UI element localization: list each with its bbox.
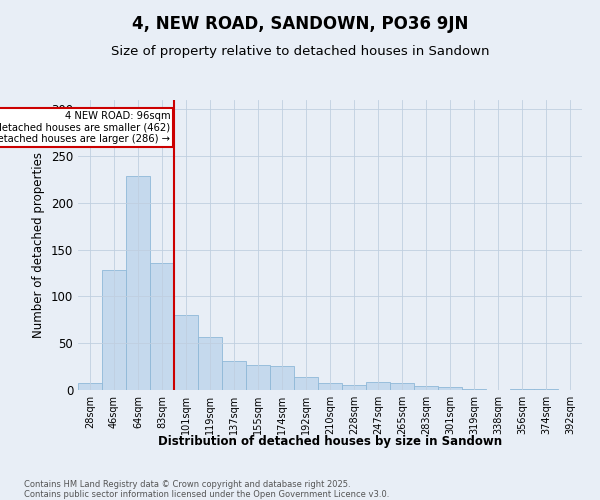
Text: 4, NEW ROAD, SANDOWN, PO36 9JN: 4, NEW ROAD, SANDOWN, PO36 9JN bbox=[132, 15, 468, 33]
Bar bbox=[78, 382, 102, 390]
Bar bbox=[342, 386, 366, 390]
Bar bbox=[126, 176, 150, 390]
Text: Contains HM Land Registry data © Crown copyright and database right 2025.
Contai: Contains HM Land Registry data © Crown c… bbox=[24, 480, 389, 500]
Bar bbox=[270, 366, 294, 390]
Bar bbox=[318, 384, 342, 390]
Bar bbox=[462, 389, 486, 390]
Bar bbox=[438, 387, 462, 390]
Bar bbox=[534, 389, 558, 390]
Text: Size of property relative to detached houses in Sandown: Size of property relative to detached ho… bbox=[111, 45, 489, 58]
Bar bbox=[102, 270, 126, 390]
Bar bbox=[222, 361, 246, 390]
Bar bbox=[510, 389, 534, 390]
Bar bbox=[198, 336, 222, 390]
Text: 4 NEW ROAD: 96sqm
← 61% of detached houses are smaller (462)
38% of semi-detache: 4 NEW ROAD: 96sqm ← 61% of detached hous… bbox=[0, 111, 170, 144]
Y-axis label: Number of detached properties: Number of detached properties bbox=[32, 152, 46, 338]
Bar bbox=[174, 315, 198, 390]
Bar bbox=[246, 364, 270, 390]
Bar bbox=[150, 263, 174, 390]
Text: Distribution of detached houses by size in Sandown: Distribution of detached houses by size … bbox=[158, 435, 502, 448]
Bar bbox=[390, 384, 414, 390]
Bar bbox=[294, 377, 318, 390]
Bar bbox=[366, 382, 390, 390]
Bar bbox=[414, 386, 438, 390]
